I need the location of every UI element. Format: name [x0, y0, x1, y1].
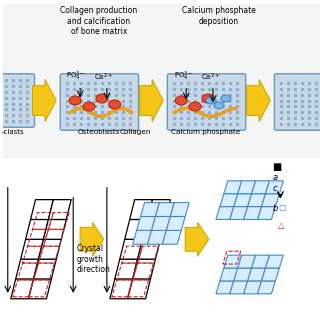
Polygon shape — [148, 200, 170, 220]
Polygon shape — [266, 255, 283, 268]
Polygon shape — [26, 220, 48, 239]
Polygon shape — [16, 259, 38, 279]
Polygon shape — [244, 207, 261, 220]
Text: PO$_4^{3-}$: PO$_4^{3-}$ — [67, 69, 86, 83]
Polygon shape — [140, 203, 159, 217]
Polygon shape — [252, 181, 269, 194]
Text: c: c — [272, 184, 277, 193]
Polygon shape — [234, 194, 252, 207]
Text: ■: ■ — [272, 162, 282, 172]
Polygon shape — [130, 200, 153, 220]
Polygon shape — [156, 203, 174, 217]
Polygon shape — [224, 181, 242, 194]
Polygon shape — [220, 194, 238, 207]
Polygon shape — [261, 194, 279, 207]
Polygon shape — [38, 239, 61, 259]
Polygon shape — [125, 220, 148, 239]
Polygon shape — [44, 220, 66, 239]
Ellipse shape — [206, 97, 216, 104]
Polygon shape — [133, 230, 151, 244]
Polygon shape — [128, 279, 150, 299]
Polygon shape — [166, 217, 185, 230]
FancyArrow shape — [185, 222, 209, 256]
Polygon shape — [31, 200, 53, 220]
Polygon shape — [234, 268, 252, 281]
FancyBboxPatch shape — [275, 74, 320, 130]
Text: Collagen production
and calcification
of bone matrix: Collagen production and calcification of… — [60, 6, 138, 36]
Text: Collagen: Collagen — [120, 129, 151, 135]
Ellipse shape — [83, 102, 95, 111]
Polygon shape — [138, 239, 160, 259]
Polygon shape — [11, 279, 34, 299]
Polygon shape — [248, 194, 266, 207]
Ellipse shape — [214, 102, 224, 109]
Ellipse shape — [69, 96, 81, 105]
Polygon shape — [216, 281, 234, 294]
Text: ☐: ☐ — [278, 204, 286, 212]
Ellipse shape — [202, 94, 214, 103]
FancyBboxPatch shape — [167, 74, 246, 130]
Ellipse shape — [175, 96, 187, 105]
Polygon shape — [162, 230, 181, 244]
Ellipse shape — [96, 94, 108, 103]
Polygon shape — [110, 279, 133, 299]
Polygon shape — [21, 239, 44, 259]
Polygon shape — [261, 268, 279, 281]
Text: Osteoblasts: Osteoblasts — [78, 129, 120, 135]
Text: PO$_4^{3-}$: PO$_4^{3-}$ — [173, 69, 193, 83]
Bar — [3, 4, 320, 158]
Polygon shape — [258, 281, 276, 294]
Polygon shape — [252, 255, 269, 268]
Polygon shape — [137, 217, 156, 230]
Text: -clasts: -clasts — [1, 129, 24, 135]
Polygon shape — [120, 239, 143, 259]
Polygon shape — [220, 268, 238, 281]
FancyBboxPatch shape — [60, 74, 139, 130]
Polygon shape — [224, 255, 242, 268]
Polygon shape — [148, 230, 166, 244]
Polygon shape — [266, 181, 283, 194]
Polygon shape — [258, 207, 276, 220]
FancyArrow shape — [140, 79, 163, 122]
Polygon shape — [170, 203, 189, 217]
Polygon shape — [238, 255, 256, 268]
Ellipse shape — [221, 95, 231, 102]
Text: Crystal
growth
direction: Crystal growth direction — [76, 244, 110, 274]
Polygon shape — [133, 259, 156, 279]
Text: b: b — [272, 204, 278, 212]
FancyBboxPatch shape — [0, 74, 35, 127]
Text: Ca$^{2+}$: Ca$^{2+}$ — [94, 71, 113, 83]
Ellipse shape — [189, 102, 201, 111]
Text: Calcium phosphate
deposition: Calcium phosphate deposition — [182, 6, 256, 26]
Polygon shape — [238, 181, 256, 194]
Text: Calcium phosphate: Calcium phosphate — [171, 129, 241, 135]
Polygon shape — [230, 207, 248, 220]
Polygon shape — [230, 281, 248, 294]
Polygon shape — [248, 268, 266, 281]
Polygon shape — [28, 279, 52, 299]
Bar — [3, 160, 256, 314]
Polygon shape — [115, 259, 138, 279]
Polygon shape — [143, 220, 165, 239]
Polygon shape — [34, 259, 56, 279]
Ellipse shape — [109, 100, 121, 109]
Polygon shape — [244, 281, 261, 294]
Polygon shape — [216, 207, 234, 220]
Polygon shape — [151, 217, 170, 230]
Text: a: a — [272, 173, 277, 182]
Polygon shape — [48, 200, 71, 220]
Text: △: △ — [278, 221, 285, 230]
Text: Ca$^{2+}$: Ca$^{2+}$ — [202, 71, 220, 83]
FancyArrow shape — [33, 79, 56, 122]
FancyArrow shape — [247, 79, 270, 122]
FancyArrow shape — [80, 222, 104, 256]
